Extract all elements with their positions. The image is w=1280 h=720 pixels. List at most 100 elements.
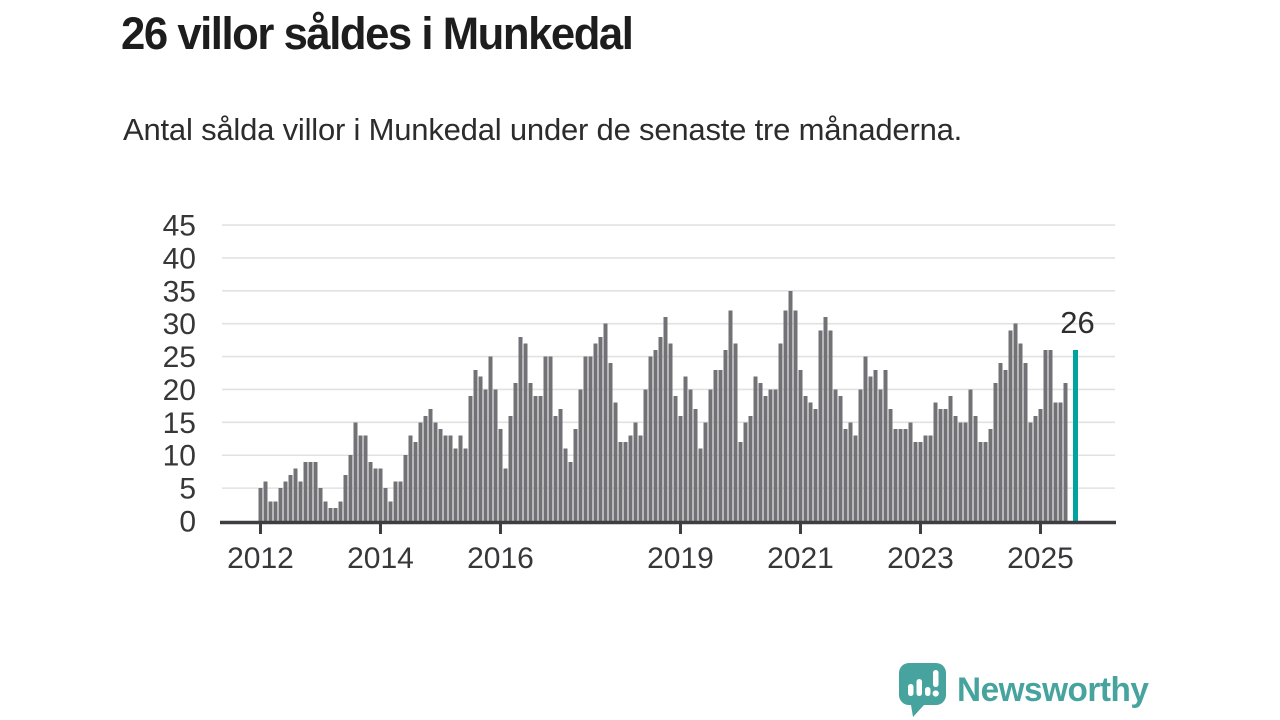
y-axis-label: 0 [179,506,196,539]
bar [418,422,423,521]
bar [843,428,848,521]
bar [638,435,643,521]
bar [328,507,333,521]
page-title: 26 villor såldes i Munkedal [121,8,634,59]
bar [933,402,938,521]
bar [603,323,608,521]
y-axis-label: 10 [163,440,196,473]
bar [763,396,768,521]
bar [813,409,818,521]
bar [918,442,923,521]
bar [678,415,683,521]
bar [588,356,593,521]
bar [1038,409,1043,521]
bar [803,396,808,521]
bar [698,448,703,521]
bar [403,455,408,521]
bar [943,409,948,521]
bar [993,382,998,521]
x-axis-label: 2019 [647,542,714,575]
bar [713,369,718,521]
bar [553,415,558,521]
bar [633,422,638,521]
bar [453,448,458,521]
bar [663,317,668,521]
bar [723,350,728,521]
bar [573,428,578,521]
bar [398,481,403,521]
bar [503,468,508,521]
x-axis-label: 2012 [227,542,294,575]
highlight-bar [1073,350,1078,521]
bar [333,507,338,521]
bar [308,461,313,521]
bar [358,435,363,521]
bar [478,376,483,521]
bar [628,435,633,521]
bar [538,396,543,521]
bar [523,343,528,521]
bar [313,461,318,521]
bar [893,428,898,521]
newsworthy-logo-icon [899,663,946,717]
bar [883,369,888,521]
bar [738,442,743,521]
y-axis-label: 45 [163,210,196,243]
bar [1063,382,1068,521]
bar [273,501,278,521]
bar [353,422,358,521]
bar [908,422,913,521]
bar [1043,350,1048,521]
bar [443,435,448,521]
bar [608,363,613,521]
bar [498,428,503,521]
bar [423,415,428,521]
newsworthy-logo-text: Newsworthy [957,670,1149,709]
bar [438,428,443,521]
bar [323,501,328,521]
bar [668,343,673,521]
bar [373,468,378,521]
bar [413,442,418,521]
bar [863,356,868,521]
bar [483,389,488,521]
bar [753,376,758,521]
y-axis-label: 40 [163,242,196,275]
y-axis-label: 5 [179,473,196,506]
bar [978,442,983,521]
bar [513,382,518,521]
bar [888,409,893,521]
bar [1053,402,1058,521]
bar [913,442,918,521]
y-axis-label: 15 [163,407,196,440]
y-axis-label: 35 [163,275,196,308]
bar [923,435,928,521]
bar [938,409,943,521]
bar [788,290,793,521]
bar [733,343,738,521]
bar [838,396,843,521]
bar [708,389,713,521]
bar [673,396,678,521]
bar [318,488,323,521]
bar [1003,369,1008,521]
bar [948,396,953,521]
bar [718,369,723,521]
bar [703,422,708,521]
bar [758,382,763,521]
x-axis-label: 2023 [887,542,954,575]
x-axis-label: 2025 [1007,542,1074,575]
highlight-value-label: 26 [1060,305,1094,340]
bar [963,422,968,521]
bar [743,422,748,521]
bar [658,336,663,521]
bar [903,428,908,521]
bar [958,422,963,521]
bar [508,415,513,521]
bar [823,317,828,521]
bar [268,501,273,521]
bar [748,415,753,521]
bar [468,396,473,521]
y-axis-label: 25 [163,341,196,374]
bar [543,356,548,521]
